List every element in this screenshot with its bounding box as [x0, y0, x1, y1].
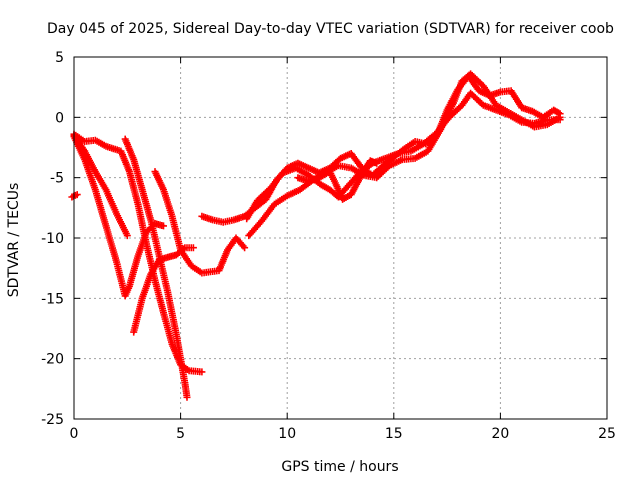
y-tick-label: -25: [41, 412, 64, 428]
axis-ticks: 0 5 10 15 20 25 -25 -20 -15 -10 -5 0 5: [41, 50, 616, 442]
x-tick-label: 10: [278, 426, 296, 442]
marker-track-j: [294, 157, 381, 203]
y-tick-label: -15: [41, 291, 64, 307]
marker-track-f: [130, 244, 197, 336]
x-axis-label: GPS time / hours: [281, 459, 398, 475]
marker-track-h: [243, 89, 564, 223]
series-track-c: [70, 131, 131, 240]
y-tick-label: 5: [55, 50, 64, 66]
y-tick-label: -20: [41, 352, 64, 368]
y-tick-label: 0: [55, 110, 64, 126]
data-series: [68, 70, 564, 401]
y-axis-label: SDTVAR / TECUs: [6, 183, 22, 298]
y-tick-label: -10: [41, 231, 64, 247]
x-tick-label: 15: [385, 426, 403, 442]
series-track-f: [130, 244, 197, 336]
x-tick-label: 5: [176, 426, 185, 442]
x-tick-label: 25: [598, 426, 616, 442]
grid-lines: [74, 57, 607, 419]
x-tick-label: 0: [70, 426, 79, 442]
marker-track-c: [70, 131, 131, 240]
series-outlier: [68, 191, 81, 201]
series-track-d: [121, 135, 191, 401]
series-track-h: [243, 89, 564, 223]
marker-track-d: [121, 135, 191, 401]
y-tick-label: -5: [50, 171, 64, 187]
series-track-j: [294, 157, 381, 203]
chart-title: Day 045 of 2025, Sidereal Day-to-day VTE…: [47, 21, 614, 37]
x-tick-label: 20: [491, 426, 509, 442]
marker-outlier: [68, 191, 81, 201]
